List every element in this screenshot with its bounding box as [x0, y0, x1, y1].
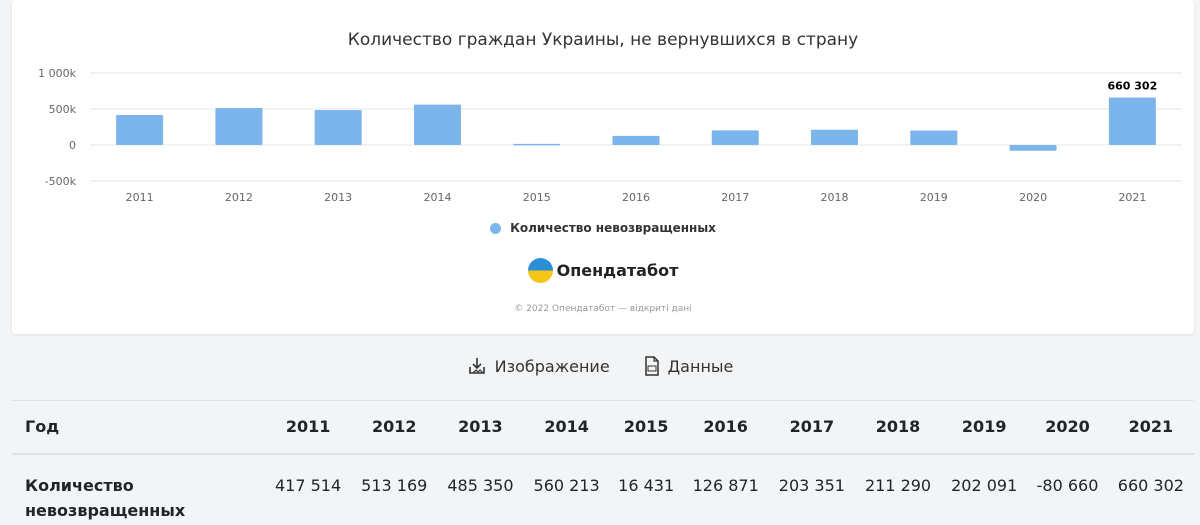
year-cell: 2017 — [768, 400, 855, 455]
value-cell: 485 350 — [447, 476, 514, 495]
y-tick-label: 0 — [69, 139, 76, 152]
bar-chart: -500k 0 500k 1 000k 2011 2012 2013 2014 2015 2016… — [38, 67, 1182, 204]
brand-logo: Опендатабот — [12, 258, 1194, 283]
bar — [612, 135, 660, 145]
year-cell: 2012 — [351, 400, 438, 455]
bar — [1009, 145, 1057, 151]
x-tick-label: 2015 — [523, 191, 551, 204]
x-tick-label: 2021 — [1118, 191, 1146, 204]
value-cell: 417 514 — [275, 476, 342, 495]
x-tick-label: 2012 — [225, 191, 253, 204]
year-cell: 2015 — [609, 400, 683, 455]
data-label: 660 302 — [1107, 79, 1157, 92]
x-tick-label: 2017 — [721, 191, 749, 204]
download-image-label: Изображение — [494, 356, 610, 376]
bar — [711, 130, 759, 145]
value-cell: 211 290 — [864, 476, 932, 495]
bar — [1108, 97, 1156, 145]
value-cell: 202 091 — [951, 476, 1018, 495]
legend-marker — [490, 222, 502, 234]
value-cell: 513 169 — [361, 476, 428, 495]
x-tick-label: 2019 — [920, 191, 948, 204]
bar — [116, 114, 164, 145]
opendatabot-logo-icon — [527, 258, 553, 283]
year-cell: 2020 — [1027, 400, 1108, 455]
bar — [513, 143, 561, 146]
csv-file-icon — [644, 356, 659, 376]
download-image-icon — [468, 358, 485, 374]
x-tick-label: 2011 — [126, 191, 154, 204]
value-cell: -80 660 — [1036, 476, 1099, 495]
bar — [910, 130, 958, 145]
year-cell: 2019 — [941, 400, 1028, 455]
value-cell: 16 431 — [618, 476, 675, 495]
value-cell: 203 351 — [778, 476, 845, 495]
chart-card: -500k 0 500k 1 000k 2011 2012 2013 2014 2015 2016… — [12, 0, 1194, 334]
value-cell: 660 302 — [1117, 476, 1184, 495]
y-tick-label: 500k — [49, 103, 77, 116]
chart-title: Количество граждан Украины, не вернувших… — [347, 30, 859, 50]
year-header: Год — [12, 400, 265, 455]
year-cell: 2021 — [1107, 400, 1194, 455]
x-tick-label: 2014 — [423, 191, 451, 204]
value-cell: 126 871 — [692, 476, 759, 495]
year-cell: 2013 — [437, 400, 524, 455]
year-cell: 2011 — [265, 400, 352, 455]
download-data-label: Данные — [667, 356, 734, 376]
bar — [215, 108, 263, 145]
export-actions: Изображение Данные — [0, 356, 1200, 376]
x-tick-label: 2020 — [1019, 191, 1047, 204]
bar — [811, 129, 859, 145]
download-image-button[interactable]: Изображение — [467, 356, 610, 376]
legend-label: Количество невозвращенных — [510, 221, 716, 235]
copyright-text: © 2022 Опендатабот — відкриті дані — [514, 304, 692, 314]
table-row: Количество невозвращенных 417 514 513 16… — [12, 454, 1194, 525]
year-cell: 2016 — [682, 400, 769, 455]
table-header-row: Год 2011 2012 2013 2014 2015 2016 2017 2… — [12, 400, 1194, 455]
legend[interactable]: Количество невозвращенных — [12, 221, 1194, 235]
bar — [413, 104, 461, 145]
year-cell: 2018 — [854, 400, 942, 455]
brand-name: Опендатабот — [556, 261, 679, 280]
y-tick-label: 1 000k — [38, 67, 76, 80]
x-tick-label: 2018 — [821, 191, 849, 204]
year-cell: 2014 — [523, 400, 610, 455]
x-tick-label: 2013 — [324, 191, 352, 204]
row-label: Количество невозвращенных — [25, 476, 186, 520]
y-tick-label: -500k — [45, 175, 77, 188]
data-table: Год 2011 2012 2013 2014 2015 2016 2017 2… — [12, 400, 1194, 525]
download-data-button[interactable]: Данные — [644, 356, 734, 376]
value-cell: 560 213 — [533, 476, 600, 495]
x-tick-label: 2016 — [622, 191, 650, 204]
bar — [314, 110, 362, 145]
